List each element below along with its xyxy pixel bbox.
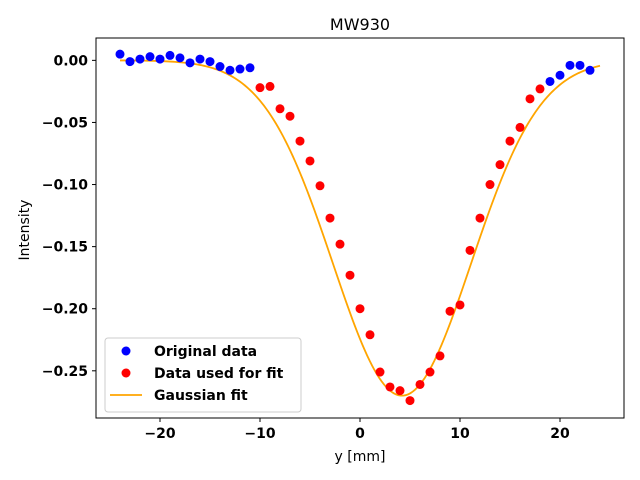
x-tick-label: 0 [355,426,365,442]
data-used-for-fit-point [515,122,525,132]
x-tick-label: 20 [550,426,570,442]
legend-box [104,337,302,413]
axes-frame [95,37,625,419]
original-data-point [145,52,155,62]
original-data-point [225,65,235,75]
x-axis-label: y [mm] [335,449,386,465]
legend-marker-original-data [121,346,131,356]
data-used-for-fit-point [495,160,505,170]
legend-marker-data-used-for-fit [121,368,131,378]
legend-label-gaussian-fit: Gaussian fit [154,388,248,404]
data-used-for-fit-point [435,351,445,361]
y-axis-label: Intensity [17,200,33,261]
original-data-point [585,65,595,75]
y-tick-label: −0.15 [42,240,88,256]
y-axis-ticks: 0.00 −0.05 −0.10 −0.15 −0.20 −0.25 [42,53,96,380]
data-used-for-fit-point [475,213,485,223]
y-tick-label: −0.05 [42,115,88,131]
x-tick-label: 10 [450,426,470,442]
original-data-point [565,60,575,70]
data-used-for-fit-point [285,111,295,121]
gaussian-fit-line [119,59,601,397]
data-used-for-fit-point [505,136,515,146]
data-used-for-fit-point [365,330,375,340]
data-used-for-fit-point [375,367,385,377]
data-used-for-fit-point [425,367,435,377]
legend-label-data-used-for-fit: Data used for fit [154,366,284,382]
original-data-point [165,50,175,60]
data-used-for-fit-point [465,245,475,255]
data-used-for-fit-point [415,379,425,389]
original-data-point [545,76,555,86]
plot-area [115,49,601,406]
original-data-point [555,70,565,80]
original-data-point [245,63,255,73]
data-used-for-fit-point [255,83,265,93]
original-data-point [175,53,185,63]
data-used-for-fit-point [395,386,405,396]
data-used-for-fit-point [305,156,315,166]
y-tick-label: 0.00 [53,53,88,69]
chart-title: MW930 [330,15,390,34]
y-tick-label: −0.10 [42,178,89,194]
y-tick-label: −0.20 [42,302,89,318]
y-tick-label: −0.25 [42,364,88,380]
data-used-for-fit-point [315,181,325,191]
data-used-for-fit-point [445,306,455,316]
original-data-point [235,64,245,74]
data-used-for-fit-point [485,180,495,190]
data-used-for-fit-point [295,136,305,146]
data-used-for-fit-point [535,84,545,94]
legend: Original data Data used for fit Gaussian… [104,337,302,413]
x-axis-ticks: −20 −10 0 10 20 [144,418,570,442]
x-tick-label: −10 [244,426,275,442]
data-used-for-fit-point [355,304,365,314]
data-used-for-fit-point [525,94,535,104]
data-used-for-fit-point [455,300,465,310]
original-data-point [205,57,215,67]
original-data-point [115,49,125,59]
data-used-for-fit-point [335,239,345,249]
data-used-for-fit-point [275,104,285,114]
legend-label-original-data: Original data [154,344,257,360]
data-used-for-fit-point [405,396,415,406]
original-data-point [575,60,585,70]
data-used-for-fit-point [325,213,335,223]
original-data-point [135,54,145,64]
original-data-point [185,58,195,68]
original-data-point [155,54,165,64]
data-used-for-fit-point [265,81,275,91]
original-data-point [195,54,205,64]
original-data-point [215,62,225,72]
data-used-for-fit-point [345,270,355,280]
data-used-for-fit-point [385,382,395,392]
x-tick-label: −20 [144,426,175,442]
original-data-point [125,57,135,67]
